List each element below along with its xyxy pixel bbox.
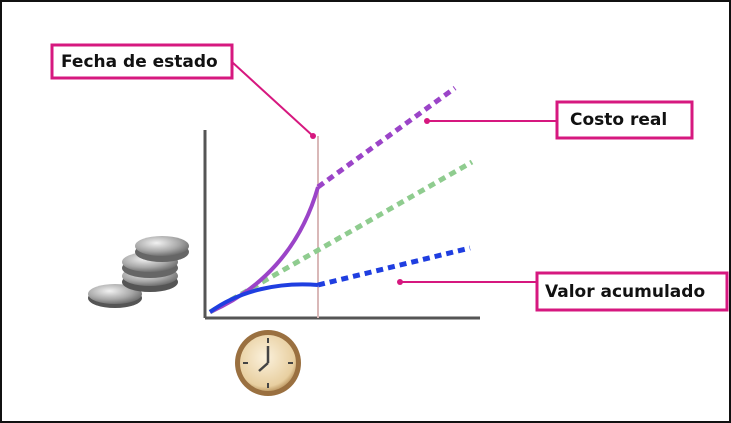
actual-cost-label: Costo real [570,110,667,130]
clock-icon [235,330,301,396]
status-date-label: Fecha de estado [61,52,218,72]
diagram: Fecha de estado Costo real Valor acumula… [0,0,731,423]
earned-value-label: Valor acumulado [545,282,705,302]
